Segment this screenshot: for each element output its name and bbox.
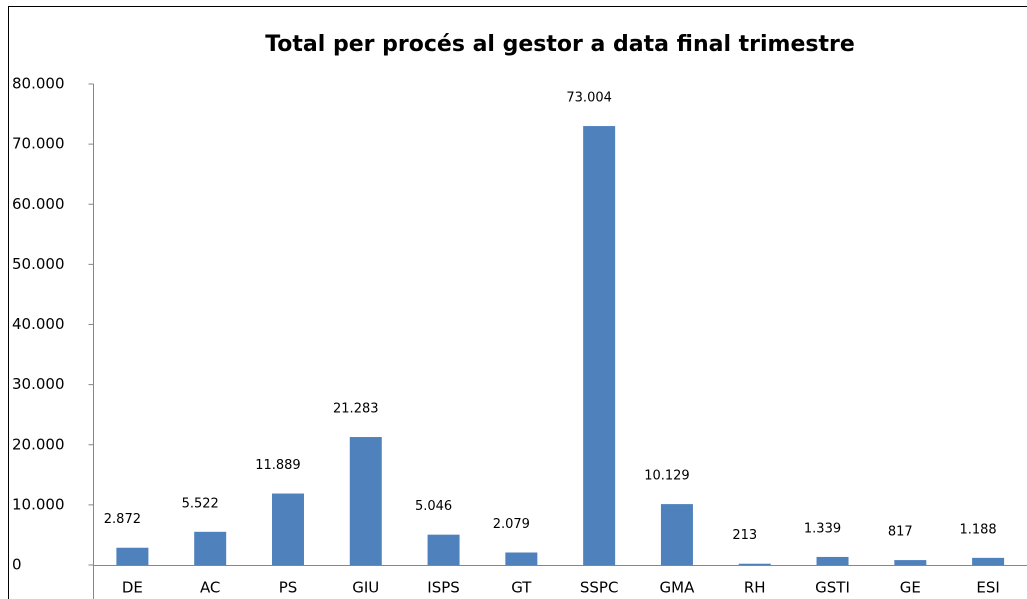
value-label: 213 bbox=[732, 528, 757, 543]
x-tick-label: ESI bbox=[976, 579, 999, 597]
bar bbox=[271, 493, 304, 565]
value-label: 1.188 bbox=[959, 522, 996, 537]
y-tick-label: 30.000 bbox=[12, 375, 65, 393]
x-tick-label: GMA bbox=[660, 579, 696, 597]
bar bbox=[894, 560, 927, 565]
bar bbox=[816, 556, 849, 565]
y-tick-label: 50.000 bbox=[12, 255, 65, 273]
bar bbox=[427, 534, 460, 565]
value-label: 73.004 bbox=[566, 91, 612, 106]
y-tick-label: 70.000 bbox=[12, 135, 65, 153]
value-label: 10.129 bbox=[644, 469, 690, 484]
bar bbox=[972, 557, 1005, 565]
y-tick-label: 40.000 bbox=[12, 315, 65, 333]
y-tick-label: 10.000 bbox=[12, 495, 65, 513]
chart-title: Total per procés al gestor a data final … bbox=[265, 32, 855, 57]
value-label: 2.872 bbox=[104, 512, 141, 527]
x-tick-label: GT bbox=[511, 579, 532, 597]
x-tick-label: SSPC bbox=[580, 579, 619, 597]
chart-border bbox=[8, 6, 1027, 599]
bar bbox=[738, 563, 771, 565]
bar bbox=[583, 126, 616, 566]
value-label: 2.079 bbox=[493, 517, 530, 532]
bar bbox=[194, 531, 227, 565]
value-label: 1.339 bbox=[804, 521, 841, 536]
bar bbox=[349, 437, 382, 565]
y-tick-label: 60.000 bbox=[12, 195, 65, 213]
bar bbox=[505, 552, 538, 565]
value-label: 21.283 bbox=[333, 402, 379, 417]
x-tick-label: PS bbox=[279, 579, 298, 597]
value-label: 817 bbox=[888, 525, 913, 540]
y-tick-label: 20.000 bbox=[12, 435, 65, 453]
x-tick-label: GIU bbox=[352, 579, 379, 597]
y-tick-label: 0 bbox=[12, 556, 22, 574]
bar bbox=[660, 504, 693, 565]
x-tick-label: DE bbox=[122, 579, 143, 597]
bar bbox=[116, 547, 149, 565]
x-tick-label: RH bbox=[744, 579, 766, 597]
value-label: 5.522 bbox=[182, 496, 219, 511]
x-tick-label: GE bbox=[900, 579, 921, 597]
x-tick-label: GSTI bbox=[815, 579, 850, 597]
y-tick-label: 80.000 bbox=[12, 75, 65, 93]
x-tick-label: AC bbox=[200, 579, 220, 597]
value-label: 11.889 bbox=[255, 458, 301, 473]
value-label: 5.046 bbox=[415, 499, 452, 514]
x-tick-label: ISPS bbox=[427, 579, 460, 597]
